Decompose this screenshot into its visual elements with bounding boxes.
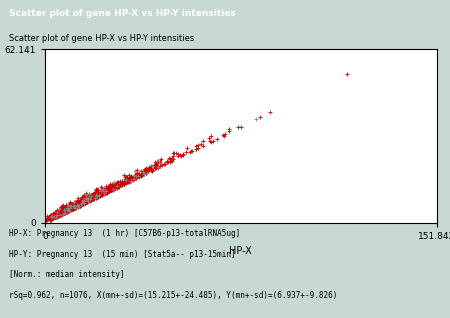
- Text: HP-Y: Pregnancy 13  (15 min) [Stat5a-- p13-15min]: HP-Y: Pregnancy 13 (15 min) [Stat5a-- p1…: [9, 250, 236, 259]
- X-axis label: HP-X: HP-X: [230, 246, 252, 256]
- Text: Scatter plot of gene HP-X vs HP-Y intensities: Scatter plot of gene HP-X vs HP-Y intens…: [9, 34, 194, 43]
- Text: rSq=0.962, n=1076, X(mn+-sd)=(15.215+-24.485), Y(mn+-sd)=(6.937+-9.826): rSq=0.962, n=1076, X(mn+-sd)=(15.215+-24…: [9, 291, 338, 300]
- Text: Scatter plot of gene HP-X vs HP-Y intensities: Scatter plot of gene HP-X vs HP-Y intens…: [9, 9, 236, 18]
- Text: HP-X: Pregnancy 13  (1 hr) [C57B6-p13-totalRNA5ug]: HP-X: Pregnancy 13 (1 hr) [C57B6-p13-tot…: [9, 229, 240, 238]
- Text: [Norm.: median intensity]: [Norm.: median intensity]: [9, 270, 125, 279]
